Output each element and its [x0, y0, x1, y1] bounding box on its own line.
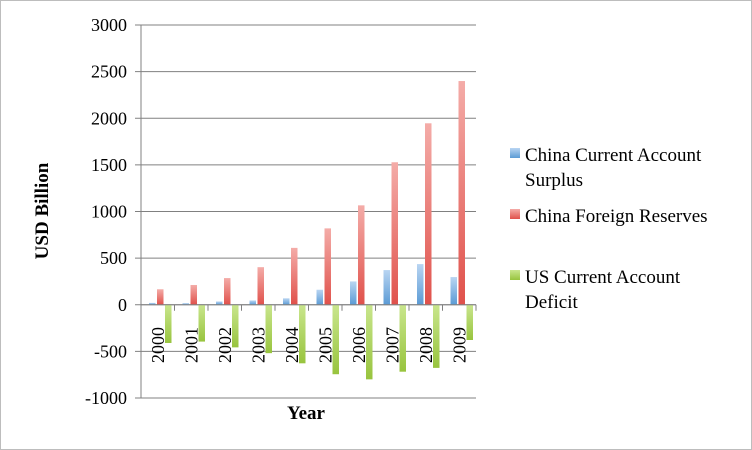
- bar-s2-2002: [232, 304, 239, 348]
- bars: [149, 81, 473, 380]
- bar-s2-2006: [366, 304, 373, 380]
- bar-s1-2006: [358, 205, 365, 305]
- x-tick-labels: 2000 2001 2002 2003 2004 2005 2006 2007 2008 2009: [148, 327, 470, 363]
- y-tick-label: 1000: [91, 202, 127, 222]
- bar-s1-2008: [425, 123, 432, 305]
- bar-s0-2003: [249, 300, 256, 305]
- bar-s0-2001: [182, 303, 189, 305]
- bar-s2-2000: [165, 304, 172, 343]
- y-tick-label: 500: [100, 248, 127, 268]
- bar-s2-2001: [198, 304, 205, 342]
- y-tick-label: 3000: [91, 15, 127, 35]
- legend-label: Deficit: [525, 292, 578, 313]
- y-tick-label: 1500: [91, 155, 127, 175]
- bar-s0-2006: [350, 281, 357, 305]
- y-tick-label: -500: [94, 341, 127, 361]
- legend-swatch: [510, 148, 520, 158]
- bar-s1-2009: [458, 81, 465, 305]
- bar-s2-2005: [332, 304, 339, 375]
- y-axis-title: USD Billion: [32, 162, 53, 259]
- bar-s2-2004: [299, 304, 306, 364]
- bar-s2-2007: [399, 304, 406, 372]
- x-axis-title: Year: [287, 403, 326, 424]
- legend-label: US Current Account: [525, 267, 681, 288]
- y-tick-label: 2000: [91, 108, 127, 128]
- bar-s1-2000: [157, 289, 164, 305]
- legend-label: Surplus: [525, 170, 583, 191]
- bar-s0-2005: [316, 289, 323, 305]
- legend-label: China Current Account: [525, 145, 702, 166]
- bar-s0-2004: [283, 298, 290, 305]
- axes: [140, 25, 477, 398]
- x-tick-label: 2005: [315, 327, 335, 363]
- bar-s1-2002: [224, 278, 231, 305]
- bar-s0-2009: [450, 277, 457, 305]
- bar-s1-2004: [291, 247, 298, 305]
- y-tick-labels: 3000 2500 2000 1500 1000 500 0 -500 -1000: [85, 15, 127, 408]
- legend-swatch: [510, 270, 520, 280]
- bar-s2-2008: [433, 304, 440, 368]
- legend-swatch: [510, 209, 520, 219]
- x-tick-label: 2007: [382, 327, 402, 363]
- legend: China Current Account Surplus China Foreig…: [510, 145, 708, 313]
- legend-label: China Foreign Reserves: [525, 206, 708, 227]
- bar-s0-2000: [149, 302, 156, 305]
- y-tick-label: 2500: [91, 62, 127, 82]
- bar-s1-2007: [391, 162, 398, 305]
- bar-s0-2008: [417, 264, 424, 305]
- y-tick-label: 0: [118, 295, 127, 315]
- bar-s2-2009: [466, 304, 473, 340]
- bar-s1-2001: [190, 284, 197, 305]
- x-tick-label: 2002: [215, 327, 235, 363]
- x-tick-label: 2003: [248, 327, 268, 363]
- bar-s1-2003: [257, 267, 264, 305]
- x-tick-label: 2008: [416, 327, 436, 363]
- bar-s2-2003: [265, 304, 272, 354]
- y-tick-label: -1000: [85, 388, 127, 408]
- x-tick-label: 2006: [349, 327, 369, 363]
- bar-s1-2005: [324, 228, 331, 305]
- x-tick-label: 2004: [282, 327, 302, 363]
- x-tick-label: 2009: [449, 327, 469, 363]
- bar-s0-2002: [216, 301, 223, 305]
- x-tick-label: 2001: [181, 327, 201, 363]
- bar-s0-2007: [383, 270, 390, 305]
- x-tick-label: 2000: [148, 327, 168, 363]
